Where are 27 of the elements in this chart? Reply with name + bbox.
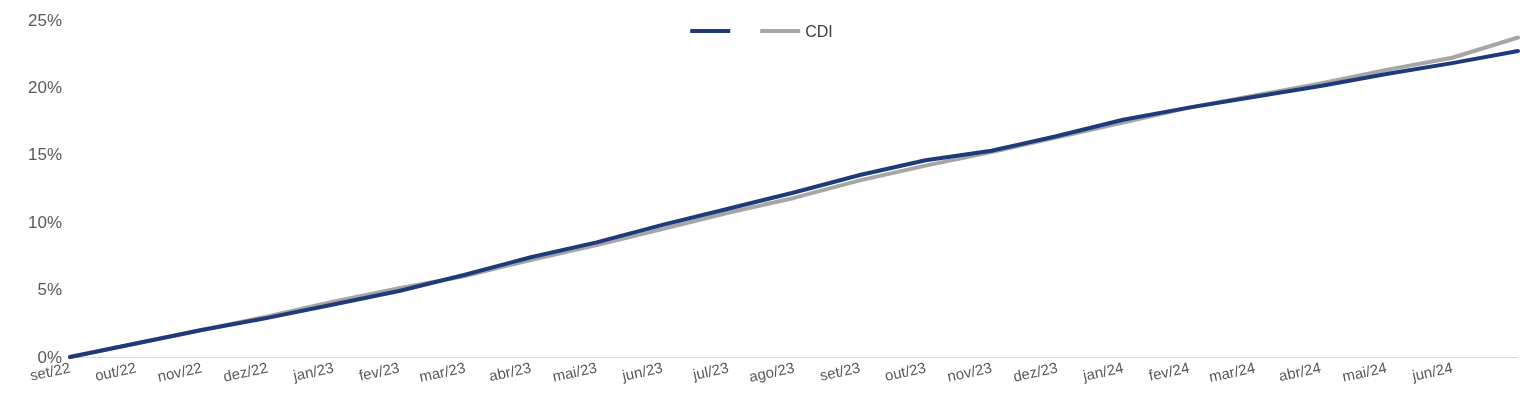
x-tick-label: abr/24 <box>1277 358 1323 385</box>
x-tick-label: mai/24 <box>1340 358 1389 385</box>
x-tick-label: nov/22 <box>155 358 204 385</box>
y-tick-label: 25% <box>27 10 62 30</box>
x-tick-label: out/23 <box>883 358 928 384</box>
y-tick-label: 10% <box>27 212 62 232</box>
y-tick-label: 20% <box>27 77 62 97</box>
x-tick-label: mar/24 <box>1207 358 1257 386</box>
x-tick-label: nov/23 <box>945 358 994 385</box>
x-tick-label: jun/24 <box>1409 358 1454 385</box>
x-tick-label: jul/23 <box>690 358 730 383</box>
x-tick-label: fev/23 <box>357 358 401 384</box>
legend-label: CDI <box>805 22 833 40</box>
x-tick-label: jan/24 <box>1080 358 1125 385</box>
x-tick-label: fev/24 <box>1147 358 1191 384</box>
x-tick-label: jun/23 <box>619 358 665 385</box>
y-tick-label: 5% <box>37 280 62 300</box>
x-tick-label: dez/22 <box>221 358 270 385</box>
x-tick-label: mai/23 <box>550 358 599 385</box>
x-tick-label: abr/23 <box>487 358 533 385</box>
x-tick-label: set/23 <box>818 358 862 384</box>
x-tick-label: jan/23 <box>290 358 336 385</box>
x-tick-label: mar/23 <box>417 358 467 386</box>
y-tick-label: 15% <box>27 145 62 165</box>
x-tick-label: ago/23 <box>747 358 796 385</box>
x-tick-label: out/22 <box>93 358 138 384</box>
x-tick-label: dez/23 <box>1011 358 1060 385</box>
